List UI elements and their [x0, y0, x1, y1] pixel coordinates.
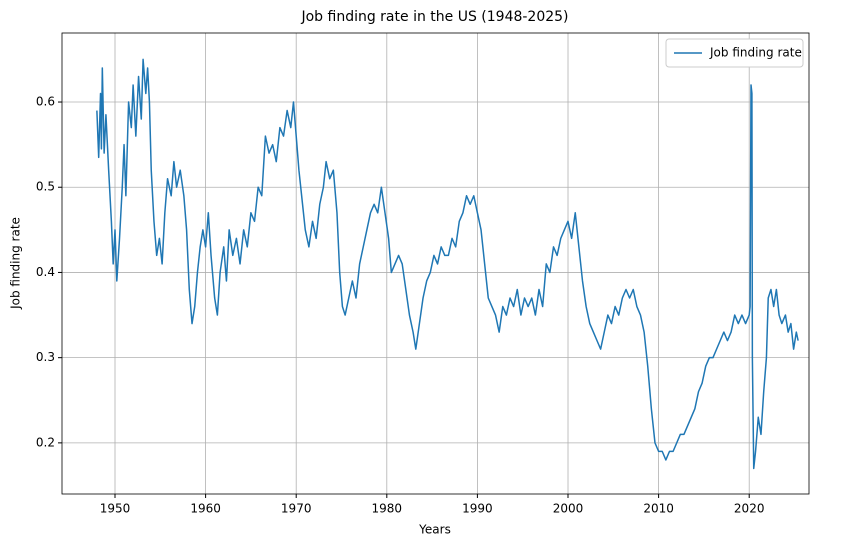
y-tick-label: 0.6: [36, 95, 55, 109]
x-tick-label: 2020: [734, 502, 765, 516]
x-tick-label: 1950: [100, 502, 131, 516]
x-tick-label: 1960: [190, 502, 221, 516]
chart-title: Job finding rate in the US (1948-2025): [300, 9, 568, 25]
x-tick-label: 1980: [372, 502, 403, 516]
x-tick-label: 1990: [462, 502, 493, 516]
y-tick-label: 0.5: [36, 180, 55, 194]
x-axis-label: Years: [418, 523, 451, 537]
y-tick-label: 0.4: [36, 265, 55, 279]
y-axis-label: Job finding rate: [9, 217, 23, 310]
plot-frame: [61, 32, 810, 495]
y-tick-label: 0.3: [36, 350, 55, 364]
y-tick-label: 0.2: [36, 435, 55, 449]
x-tick-label: 2010: [643, 502, 674, 516]
legend-box: [665, 38, 804, 68]
data-line: [96, 58, 799, 470]
x-tick-label: 2000: [553, 502, 584, 516]
x-tick-label: 1970: [281, 502, 312, 516]
legend-label: Job finding rate: [709, 46, 802, 60]
